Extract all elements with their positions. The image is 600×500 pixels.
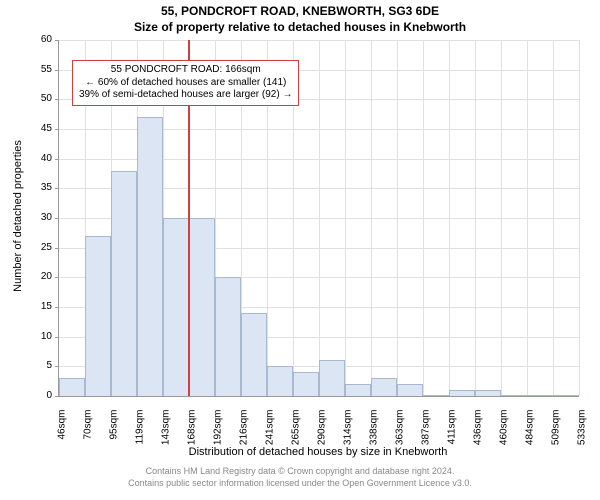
ytick-label: 30 <box>24 212 52 223</box>
gridline-v <box>579 40 580 396</box>
histogram-bar <box>553 395 579 396</box>
histogram-bar <box>293 372 319 396</box>
histogram-bar <box>189 218 215 396</box>
xtick-label: 509sqm <box>551 410 562 454</box>
ytick-label: 10 <box>24 331 52 342</box>
ytick-mark <box>55 40 59 41</box>
histogram-bar <box>215 277 241 396</box>
ytick-mark <box>55 277 59 278</box>
ytick-label: 25 <box>24 242 52 253</box>
histogram-bar <box>319 360 345 396</box>
gridline-v <box>475 40 476 396</box>
histogram-bar <box>137 117 163 396</box>
xtick-label: 119sqm <box>135 410 146 454</box>
xtick-label: 363sqm <box>395 410 406 454</box>
gridline-v <box>423 40 424 396</box>
ytick-mark <box>55 307 59 308</box>
annotation-box: 55 PONDCROFT ROAD: 166sqm ← 60% of detac… <box>72 60 299 106</box>
xtick-label: 314sqm <box>343 410 354 454</box>
footer-line1: Contains HM Land Registry data © Crown c… <box>0 466 600 478</box>
ytick-mark <box>55 218 59 219</box>
annotation-line2: ← 60% of detached houses are smaller (14… <box>79 77 292 90</box>
histogram-bar <box>397 384 423 396</box>
ytick-mark <box>55 366 59 367</box>
annotation-line3: 39% of semi-detached houses are larger (… <box>79 89 292 102</box>
xtick-label: 411sqm <box>447 410 458 454</box>
ytick-mark <box>55 396 59 397</box>
histogram-bar <box>475 390 501 396</box>
ytick-label: 55 <box>24 64 52 75</box>
ytick-label: 40 <box>24 153 52 164</box>
ytick-label: 20 <box>24 271 52 282</box>
histogram-bar <box>163 218 189 396</box>
histogram-bar <box>345 384 371 396</box>
chart-container: 55, PONDCROFT ROAD, KNEBWORTH, SG3 6DE S… <box>0 0 600 500</box>
gridline-v <box>501 40 502 396</box>
xtick-label: 241sqm <box>265 410 276 454</box>
gridline-v <box>397 40 398 396</box>
xtick-label: 460sqm <box>499 410 510 454</box>
ytick-mark <box>55 337 59 338</box>
ytick-mark <box>55 70 59 71</box>
xtick-label: 70sqm <box>83 410 94 454</box>
ytick-mark <box>55 159 59 160</box>
xtick-label: 95sqm <box>109 410 120 454</box>
histogram-bar <box>85 236 111 396</box>
ytick-label: 35 <box>24 182 52 193</box>
ytick-mark <box>55 129 59 130</box>
xtick-label: 338sqm <box>369 410 380 454</box>
gridline-v <box>371 40 372 396</box>
histogram-bar <box>267 366 293 396</box>
ytick-label: 50 <box>24 93 52 104</box>
xtick-label: 484sqm <box>525 410 536 454</box>
title-subtitle: Size of property relative to detached ho… <box>0 18 600 34</box>
xtick-label: 168sqm <box>187 410 198 454</box>
y-axis-label: Number of detached properties <box>12 116 24 316</box>
histogram-bar <box>449 390 475 396</box>
ytick-mark <box>55 99 59 100</box>
ytick-mark <box>55 248 59 249</box>
gridline-v <box>553 40 554 396</box>
xtick-label: 143sqm <box>161 410 172 454</box>
histogram-bar <box>111 171 137 396</box>
histogram-bar <box>59 378 85 396</box>
xtick-label: 290sqm <box>317 410 328 454</box>
xtick-label: 216sqm <box>239 410 250 454</box>
footer-line2: Contains public sector information licen… <box>0 478 600 490</box>
gridline-v <box>527 40 528 396</box>
histogram-bar <box>241 313 267 396</box>
footer: Contains HM Land Registry data © Crown c… <box>0 466 600 489</box>
gridline-v <box>319 40 320 396</box>
xtick-label: 46sqm <box>57 410 68 454</box>
ytick-mark <box>55 188 59 189</box>
histogram-bar <box>527 395 553 396</box>
xtick-label: 387sqm <box>421 410 432 454</box>
title-address: 55, PONDCROFT ROAD, KNEBWORTH, SG3 6DE <box>0 0 600 18</box>
xtick-label: 192sqm <box>213 410 224 454</box>
annotation-line1: 55 PONDCROFT ROAD: 166sqm <box>79 64 292 77</box>
ytick-label: 5 <box>24 360 52 371</box>
histogram-bar <box>371 378 397 396</box>
xtick-label: 265sqm <box>291 410 302 454</box>
ytick-label: 45 <box>24 123 52 134</box>
ytick-label: 15 <box>24 301 52 312</box>
xtick-label: 436sqm <box>473 410 484 454</box>
ytick-label: 60 <box>24 34 52 45</box>
ytick-label: 0 <box>24 390 52 401</box>
gridline-v <box>345 40 346 396</box>
histogram-bar <box>423 395 449 396</box>
histogram-bar <box>501 395 527 396</box>
xtick-label: 533sqm <box>577 410 588 454</box>
gridline-v <box>449 40 450 396</box>
